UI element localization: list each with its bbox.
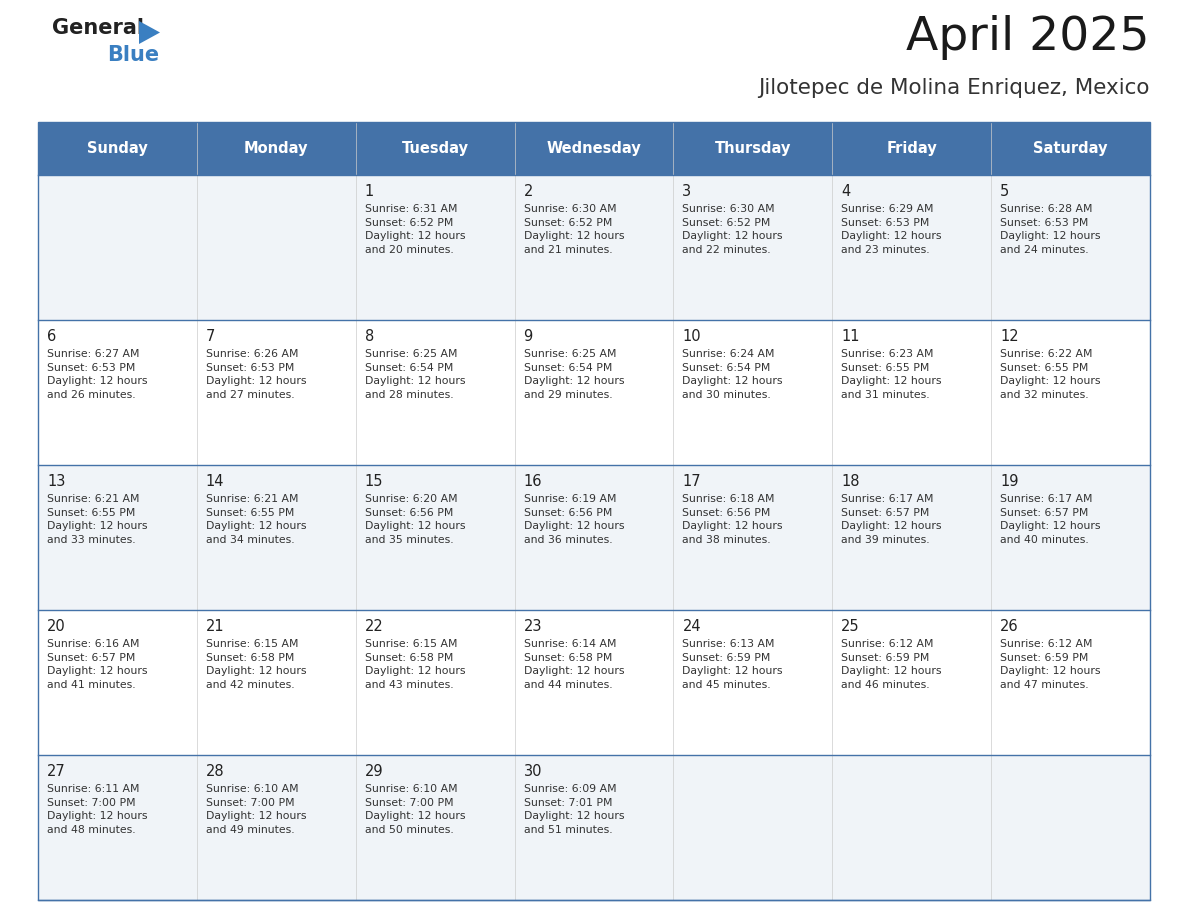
Text: Sunrise: 6:22 AM
Sunset: 6:55 PM
Daylight: 12 hours
and 32 minutes.: Sunrise: 6:22 AM Sunset: 6:55 PM Dayligh… <box>1000 349 1100 399</box>
Text: Blue: Blue <box>107 45 159 65</box>
Text: Thursday: Thursday <box>715 141 791 156</box>
Text: Sunrise: 6:13 AM
Sunset: 6:59 PM
Daylight: 12 hours
and 45 minutes.: Sunrise: 6:13 AM Sunset: 6:59 PM Dayligh… <box>682 639 783 689</box>
Text: 21: 21 <box>206 619 225 634</box>
Text: 8: 8 <box>365 329 374 344</box>
Text: Sunrise: 6:24 AM
Sunset: 6:54 PM
Daylight: 12 hours
and 30 minutes.: Sunrise: 6:24 AM Sunset: 6:54 PM Dayligh… <box>682 349 783 399</box>
Text: 28: 28 <box>206 764 225 779</box>
Text: 20: 20 <box>48 619 65 634</box>
Text: 4: 4 <box>841 184 851 199</box>
Text: Sunrise: 6:19 AM
Sunset: 6:56 PM
Daylight: 12 hours
and 36 minutes.: Sunrise: 6:19 AM Sunset: 6:56 PM Dayligh… <box>524 494 624 544</box>
Text: 7: 7 <box>206 329 215 344</box>
Text: Sunrise: 6:10 AM
Sunset: 7:00 PM
Daylight: 12 hours
and 50 minutes.: Sunrise: 6:10 AM Sunset: 7:00 PM Dayligh… <box>365 784 466 834</box>
Polygon shape <box>139 21 160 44</box>
Bar <box>38 610 1150 755</box>
Text: 10: 10 <box>682 329 701 344</box>
Text: 6: 6 <box>48 329 56 344</box>
Text: 14: 14 <box>206 474 225 489</box>
Text: Sunrise: 6:14 AM
Sunset: 6:58 PM
Daylight: 12 hours
and 44 minutes.: Sunrise: 6:14 AM Sunset: 6:58 PM Dayligh… <box>524 639 624 689</box>
Text: Sunday: Sunday <box>87 141 147 156</box>
Text: Sunrise: 6:28 AM
Sunset: 6:53 PM
Daylight: 12 hours
and 24 minutes.: Sunrise: 6:28 AM Sunset: 6:53 PM Dayligh… <box>1000 204 1100 254</box>
Text: 11: 11 <box>841 329 860 344</box>
Text: Wednesday: Wednesday <box>546 141 642 156</box>
Text: Tuesday: Tuesday <box>402 141 468 156</box>
Text: Friday: Friday <box>886 141 937 156</box>
Text: Sunrise: 6:15 AM
Sunset: 6:58 PM
Daylight: 12 hours
and 42 minutes.: Sunrise: 6:15 AM Sunset: 6:58 PM Dayligh… <box>206 639 307 689</box>
Text: Sunrise: 6:29 AM
Sunset: 6:53 PM
Daylight: 12 hours
and 23 minutes.: Sunrise: 6:29 AM Sunset: 6:53 PM Dayligh… <box>841 204 942 254</box>
Text: 15: 15 <box>365 474 384 489</box>
Text: Sunrise: 6:17 AM
Sunset: 6:57 PM
Daylight: 12 hours
and 40 minutes.: Sunrise: 6:17 AM Sunset: 6:57 PM Dayligh… <box>1000 494 1100 544</box>
Text: 3: 3 <box>682 184 691 199</box>
Text: Sunrise: 6:20 AM
Sunset: 6:56 PM
Daylight: 12 hours
and 35 minutes.: Sunrise: 6:20 AM Sunset: 6:56 PM Dayligh… <box>365 494 466 544</box>
Text: Sunrise: 6:12 AM
Sunset: 6:59 PM
Daylight: 12 hours
and 46 minutes.: Sunrise: 6:12 AM Sunset: 6:59 PM Dayligh… <box>841 639 942 689</box>
Bar <box>38 320 1150 465</box>
Text: Sunrise: 6:21 AM
Sunset: 6:55 PM
Daylight: 12 hours
and 34 minutes.: Sunrise: 6:21 AM Sunset: 6:55 PM Dayligh… <box>206 494 307 544</box>
Text: Sunrise: 6:11 AM
Sunset: 7:00 PM
Daylight: 12 hours
and 48 minutes.: Sunrise: 6:11 AM Sunset: 7:00 PM Dayligh… <box>48 784 147 834</box>
Text: Sunrise: 6:27 AM
Sunset: 6:53 PM
Daylight: 12 hours
and 26 minutes.: Sunrise: 6:27 AM Sunset: 6:53 PM Dayligh… <box>48 349 147 399</box>
Bar <box>38 465 1150 610</box>
Text: Sunrise: 6:09 AM
Sunset: 7:01 PM
Daylight: 12 hours
and 51 minutes.: Sunrise: 6:09 AM Sunset: 7:01 PM Dayligh… <box>524 784 624 834</box>
Text: 5: 5 <box>1000 184 1010 199</box>
Text: Sunrise: 6:30 AM
Sunset: 6:52 PM
Daylight: 12 hours
and 21 minutes.: Sunrise: 6:30 AM Sunset: 6:52 PM Dayligh… <box>524 204 624 254</box>
Text: 9: 9 <box>524 329 533 344</box>
Text: 23: 23 <box>524 619 542 634</box>
Text: Sunrise: 6:25 AM
Sunset: 6:54 PM
Daylight: 12 hours
and 29 minutes.: Sunrise: 6:25 AM Sunset: 6:54 PM Dayligh… <box>524 349 624 399</box>
Text: Sunrise: 6:12 AM
Sunset: 6:59 PM
Daylight: 12 hours
and 47 minutes.: Sunrise: 6:12 AM Sunset: 6:59 PM Dayligh… <box>1000 639 1100 689</box>
Text: 2: 2 <box>524 184 533 199</box>
Text: Sunrise: 6:15 AM
Sunset: 6:58 PM
Daylight: 12 hours
and 43 minutes.: Sunrise: 6:15 AM Sunset: 6:58 PM Dayligh… <box>365 639 466 689</box>
Text: Saturday: Saturday <box>1034 141 1108 156</box>
Text: 17: 17 <box>682 474 701 489</box>
Text: 29: 29 <box>365 764 384 779</box>
Text: Sunrise: 6:16 AM
Sunset: 6:57 PM
Daylight: 12 hours
and 41 minutes.: Sunrise: 6:16 AM Sunset: 6:57 PM Dayligh… <box>48 639 147 689</box>
Text: 1: 1 <box>365 184 374 199</box>
Text: April 2025: April 2025 <box>906 15 1150 60</box>
Text: Monday: Monday <box>244 141 309 156</box>
Text: 26: 26 <box>1000 619 1019 634</box>
Bar <box>38 755 1150 900</box>
Bar <box>38 175 1150 320</box>
Bar <box>38 122 1150 175</box>
Text: 24: 24 <box>682 619 701 634</box>
Text: Sunrise: 6:25 AM
Sunset: 6:54 PM
Daylight: 12 hours
and 28 minutes.: Sunrise: 6:25 AM Sunset: 6:54 PM Dayligh… <box>365 349 466 399</box>
Text: Jilotepec de Molina Enriquez, Mexico: Jilotepec de Molina Enriquez, Mexico <box>758 78 1150 98</box>
Text: 22: 22 <box>365 619 384 634</box>
Text: Sunrise: 6:23 AM
Sunset: 6:55 PM
Daylight: 12 hours
and 31 minutes.: Sunrise: 6:23 AM Sunset: 6:55 PM Dayligh… <box>841 349 942 399</box>
Text: 19: 19 <box>1000 474 1018 489</box>
Text: Sunrise: 6:21 AM
Sunset: 6:55 PM
Daylight: 12 hours
and 33 minutes.: Sunrise: 6:21 AM Sunset: 6:55 PM Dayligh… <box>48 494 147 544</box>
Text: 25: 25 <box>841 619 860 634</box>
Text: General: General <box>52 18 144 38</box>
Text: 18: 18 <box>841 474 860 489</box>
Text: 13: 13 <box>48 474 65 489</box>
Text: Sunrise: 6:10 AM
Sunset: 7:00 PM
Daylight: 12 hours
and 49 minutes.: Sunrise: 6:10 AM Sunset: 7:00 PM Dayligh… <box>206 784 307 834</box>
Text: 12: 12 <box>1000 329 1019 344</box>
Text: 27: 27 <box>48 764 65 779</box>
Text: 30: 30 <box>524 764 542 779</box>
Bar <box>38 122 1150 900</box>
Text: Sunrise: 6:26 AM
Sunset: 6:53 PM
Daylight: 12 hours
and 27 minutes.: Sunrise: 6:26 AM Sunset: 6:53 PM Dayligh… <box>206 349 307 399</box>
Text: Sunrise: 6:30 AM
Sunset: 6:52 PM
Daylight: 12 hours
and 22 minutes.: Sunrise: 6:30 AM Sunset: 6:52 PM Dayligh… <box>682 204 783 254</box>
Text: 16: 16 <box>524 474 542 489</box>
Text: Sunrise: 6:31 AM
Sunset: 6:52 PM
Daylight: 12 hours
and 20 minutes.: Sunrise: 6:31 AM Sunset: 6:52 PM Dayligh… <box>365 204 466 254</box>
Text: Sunrise: 6:18 AM
Sunset: 6:56 PM
Daylight: 12 hours
and 38 minutes.: Sunrise: 6:18 AM Sunset: 6:56 PM Dayligh… <box>682 494 783 544</box>
Text: Sunrise: 6:17 AM
Sunset: 6:57 PM
Daylight: 12 hours
and 39 minutes.: Sunrise: 6:17 AM Sunset: 6:57 PM Dayligh… <box>841 494 942 544</box>
